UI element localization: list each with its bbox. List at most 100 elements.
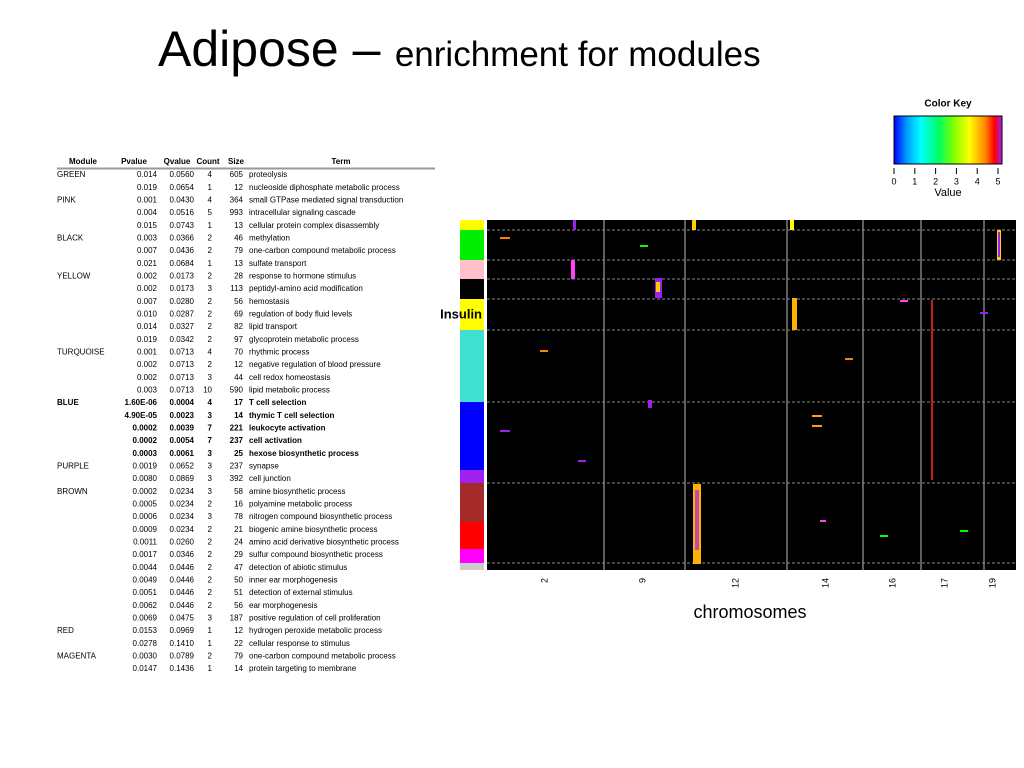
table-cell: GREEN (57, 170, 86, 179)
table-cell: 0.0280 (170, 297, 195, 306)
heatmap-streaks (500, 220, 1001, 564)
table-cell: amine biosynthetic process (249, 487, 346, 496)
table-cell: 0.003 (137, 385, 158, 394)
module-strip (460, 260, 484, 279)
table-cell: 0.0436 (170, 246, 195, 255)
table-cell: 0.0173 (170, 284, 195, 293)
module-strip (460, 299, 484, 330)
table-cell: 28 (234, 271, 243, 280)
table-cell: 3 (208, 487, 213, 496)
table-cell: 12 (234, 626, 243, 635)
table-cell: 237 (230, 461, 244, 470)
table-cell: 2 (208, 335, 213, 344)
table-cell: BLUE (57, 398, 79, 407)
table-cell: detection of external stimulus (249, 588, 353, 597)
table-cell: 12 (234, 183, 243, 192)
table-cell: 0.0147 (133, 664, 158, 673)
title-sub: enrichment for modules (395, 35, 761, 74)
table-cell: 0.0004 (170, 398, 195, 407)
table-cell: 4 (208, 347, 213, 356)
table-cell: inner ear morphogenesis (249, 575, 338, 584)
table-cell: 69 (234, 309, 243, 318)
table-cell: 0.0475 (170, 613, 195, 622)
table-cell: 0.0080 (133, 474, 158, 483)
table-cell: 0.021 (137, 259, 158, 268)
table-cell: regulation of body fluid levels (249, 309, 352, 318)
table-cell: 0.0062 (133, 601, 158, 610)
table-cell: 4 (208, 195, 213, 204)
table-cell: synapse (249, 461, 279, 470)
table-cell: 3 (208, 512, 213, 521)
table-cell: 187 (230, 613, 244, 622)
table-cell: 3 (208, 373, 213, 382)
table-cell: 392 (230, 474, 244, 483)
table-cell: 79 (234, 651, 243, 660)
table-cell: 2 (208, 246, 213, 255)
table-cell: 2 (208, 651, 213, 660)
table-cell: 0.004 (137, 208, 158, 217)
color-key: Color Key Value 0 1 2 3 4 5 (891, 99, 1003, 199)
table-cell: one-carbon compound metabolic process (249, 246, 396, 255)
table-cell: 0.0516 (170, 208, 195, 217)
table-cell: 0.0743 (170, 221, 195, 230)
table-cell: 0.0009 (133, 525, 158, 534)
table-cell: 0.0019 (133, 461, 158, 470)
module-strip (460, 279, 484, 299)
table-cell: 2 (208, 575, 213, 584)
module-strip (460, 522, 484, 549)
enrichment-table: Module Pvalue Qvalue Count Size Term GREEN 0.01… (57, 157, 403, 673)
table-cell: YELLOW (57, 271, 91, 280)
table-cell: 0.0260 (170, 537, 195, 546)
table-cell: 0.0654 (170, 183, 195, 192)
table-cell: cell activation (249, 436, 302, 445)
table-cell: negative regulation of blood pressure (249, 360, 381, 369)
table-cell: biogenic amine biosynthetic process (249, 525, 378, 534)
table-cell: 17 (234, 398, 243, 407)
table-cell: 0.010 (137, 309, 158, 318)
table-cell: protein targeting to membrane (249, 664, 357, 673)
heatmap: Insulin chromosomes 2 9 12 14 16 17 19 (440, 220, 1016, 622)
table-cell: 0.0234 (170, 499, 195, 508)
table-cell: 0.0061 (170, 449, 195, 458)
table-cell: 0.0069 (133, 613, 158, 622)
table-cell: detection of abiotic stimulus (249, 563, 347, 572)
table-cell: 0.0234 (170, 525, 195, 534)
table-cell: 364 (230, 195, 244, 204)
chromosome-label: 9 (637, 578, 647, 583)
table-cell: 0.0287 (170, 309, 195, 318)
table-cell: 4.90E-05 (125, 411, 158, 420)
table-cell: PINK (57, 195, 76, 204)
module-strip (460, 220, 484, 230)
table-cell: 21 (234, 525, 243, 534)
table-cell: 82 (234, 322, 243, 331)
table-header: Count (196, 157, 219, 166)
table-cell: positive regulation of cell proliferatio… (249, 613, 381, 622)
table-cell: 3 (208, 284, 213, 293)
table-cell: cellular response to stimulus (249, 639, 350, 648)
table-cell: cellular protein complex disassembly (249, 221, 379, 230)
module-strip (460, 563, 484, 570)
table-cell: 22 (234, 639, 243, 648)
color-key-tick-label: 4 (975, 176, 980, 186)
table-cell: 0.0446 (170, 588, 195, 597)
table-cell: 56 (234, 297, 243, 306)
table-cell: 3 (208, 449, 213, 458)
table-cell: proteolysis (249, 170, 287, 179)
table-cell: 2 (208, 563, 213, 572)
table-cell: 51 (234, 588, 243, 597)
module-separators (487, 229, 1016, 564)
table-cell: 0.0713 (170, 373, 195, 382)
table-cell: 12 (234, 360, 243, 369)
table-cell: T cell selection (249, 398, 306, 407)
table-cell: 56 (234, 601, 243, 610)
table-cell: 0.019 (137, 183, 158, 192)
table-header: Size (228, 157, 245, 166)
table-cell: 0.0713 (170, 360, 195, 369)
table-cell: 0.014 (137, 322, 158, 331)
table-cell: 2 (208, 601, 213, 610)
table-cell: 0.0366 (170, 233, 195, 242)
table-header: Pvalue (121, 157, 147, 166)
table-cell: small GTPase mediated signal transductio… (249, 195, 403, 204)
table-cell: 0.0652 (170, 461, 195, 470)
table-cell: 993 (230, 208, 244, 217)
